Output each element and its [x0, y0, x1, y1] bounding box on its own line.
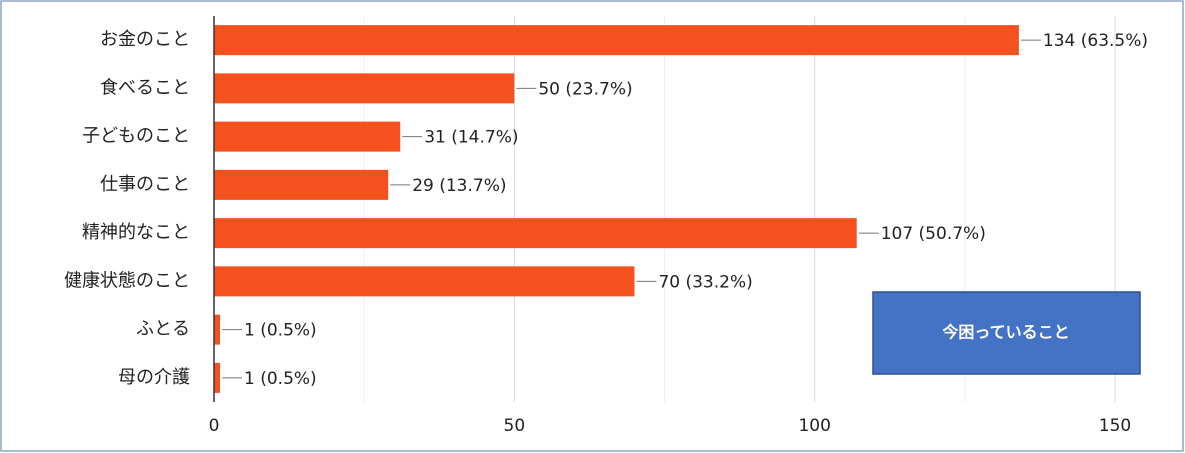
bar: [214, 218, 857, 249]
x-tick-label: 50: [504, 416, 526, 436]
bar: [214, 362, 221, 393]
annotation: 今困っていること: [941, 323, 1069, 342]
y-tick-label: 健康状態のこと: [64, 270, 190, 291]
value-label: 107 (50.7%): [881, 224, 986, 244]
value-label: 1 (0.5%): [244, 369, 317, 389]
x-tick-label: 0: [209, 416, 220, 436]
y-tick-label: ふとる: [136, 319, 190, 340]
bar: [214, 266, 635, 297]
bar: [214, 121, 401, 152]
value-label: 134 (63.5%): [1043, 31, 1148, 51]
bar: [214, 314, 221, 345]
y-tick-label: 仕事のこと: [100, 174, 190, 195]
value-label: 31 (14.7%): [424, 128, 518, 148]
value-label: 50 (23.7%): [538, 79, 632, 99]
value-label: 29 (13.7%): [412, 176, 506, 196]
x-tick-label: 150: [1099, 416, 1131, 436]
value-label: 1 (0.5%): [244, 321, 317, 341]
y-tick-label: 食べること: [100, 77, 190, 98]
y-tick-label: お金のこと: [100, 29, 190, 50]
y-tick-label: 精神的なこと: [82, 222, 190, 243]
y-tick-label: 母の介護: [118, 367, 190, 388]
value-label: 70 (33.2%): [658, 272, 752, 292]
bar: [214, 169, 389, 200]
y-tick-label: 子どものこと: [82, 126, 190, 147]
x-tick-label: 100: [798, 416, 830, 436]
annotation-box: [872, 291, 1141, 375]
bar: [214, 25, 1019, 56]
bar: [214, 73, 515, 104]
